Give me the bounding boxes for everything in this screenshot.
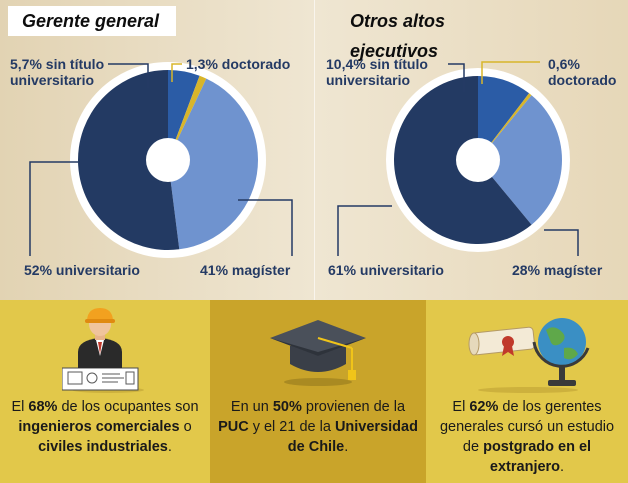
pie-slice-universitario	[78, 70, 180, 250]
p3-mid1: de los gerentes generales cursó un estud…	[439, 399, 615, 455]
pie-slice-magister	[478, 95, 563, 225]
divider	[314, 0, 315, 300]
pie-chart-gerente-general	[70, 62, 266, 258]
p1-pre: El	[11, 399, 29, 415]
left-leader-lines	[29, 63, 293, 256]
panel-ingenieros: El 68% de los ocupantes son ingenieros c…	[0, 300, 210, 483]
right-label-sin-titulo-line2: universitario	[326, 72, 411, 88]
p3-post: .	[560, 459, 565, 475]
left-label-doctorado: 1,3% doctorado	[186, 56, 291, 72]
right-label-doctorado-line1: 0,6%	[548, 56, 580, 72]
left-label-sin-titulo-line2: universitario	[10, 72, 95, 88]
right-label-doctorado-line2: doctorado	[548, 72, 617, 88]
right-leader-doctorado	[481, 61, 540, 84]
right-leader-sin-titulo	[448, 63, 465, 92]
p2-b2: Universidad de Chile	[287, 419, 418, 455]
engineer-icon	[62, 308, 144, 393]
pie-center-hole	[456, 138, 500, 182]
left-label-magister: 41% magíster	[200, 262, 291, 278]
right-label-universitario: 61% universitario	[328, 262, 444, 278]
graduation-cap-icon	[270, 320, 366, 386]
right-chart-title: Otros altos ejecutivos	[350, 11, 446, 61]
pie-charts-svg	[29, 61, 579, 258]
left-leader-doctorado	[171, 63, 182, 82]
p2-post: .	[344, 439, 349, 455]
p1-pct: 68%	[28, 399, 58, 415]
p1-mid1: de los ocupantes son	[57, 399, 199, 415]
right-leader-universitario	[337, 205, 392, 256]
p1-post: .	[167, 439, 172, 455]
panel-ingenieros-text: El 68% de los ocupantes son ingenieros c…	[4, 397, 206, 457]
p1-mid2: o	[179, 419, 192, 435]
pie-slice-doctorado	[168, 75, 207, 160]
diploma-globe-icon	[468, 318, 590, 393]
p2-mid1: provienen de la	[301, 399, 406, 415]
right-label-sin-titulo-line1: 10,4% sin título	[326, 56, 428, 72]
pie-slice-sin-titulo	[478, 76, 530, 160]
p2-pre: En un	[230, 399, 273, 415]
left-leader-universitario	[29, 161, 78, 256]
p1-b1: ingenieros comerciales	[18, 419, 180, 435]
right-label-doctorado: 0,6% doctorado	[548, 56, 616, 88]
right-leader-magister	[544, 229, 579, 256]
left-label-sin-titulo-line1: 5,7% sin título	[10, 56, 105, 72]
p3-pct: 62%	[469, 399, 499, 415]
right-leader-lines	[337, 63, 579, 256]
pie-slice-magister	[168, 78, 259, 250]
left-label-universitario: 52% universitario	[24, 262, 140, 278]
charts-area: Gerente general Otros altos ejecutivos 5…	[0, 0, 628, 300]
panel-postgrado-text: El 62% de los gerentes generales cursó u…	[430, 397, 624, 477]
left-leader-sin-titulo	[108, 63, 149, 88]
p2-pct: 50%	[272, 399, 302, 415]
pie-center-hole	[146, 138, 190, 182]
panel-postgrado: El 62% de los gerentes generales cursó u…	[426, 300, 628, 483]
left-leader-magister	[238, 199, 293, 256]
p3-pre: El	[452, 399, 470, 415]
info-panels: El 68% de los ocupantes son ingenieros c…	[0, 300, 628, 483]
p2-mid2: y el 21 de la	[248, 419, 335, 435]
right-label-sin-titulo: 10,4% sin título universitario	[326, 56, 428, 88]
p2-b1: PUC	[218, 419, 249, 435]
left-label-sin-titulo: 5,7% sin título universitario	[10, 56, 104, 88]
p1-b2: civiles industriales	[38, 439, 168, 455]
right-label-magister: 28% magíster	[512, 262, 603, 278]
pie-chart-otros-ejecutivos	[386, 68, 570, 252]
pie-slice-sin-titulo	[168, 70, 200, 160]
left-chart-title: Gerente general	[8, 6, 176, 36]
panel-universidades: En un 50% provienen de la PUC y el 21 de…	[210, 300, 426, 483]
panel-universidades-text: En un 50% provienen de la PUC y el 21 de…	[214, 397, 422, 457]
p3-b1: postgrado en el extranjero	[483, 439, 592, 475]
